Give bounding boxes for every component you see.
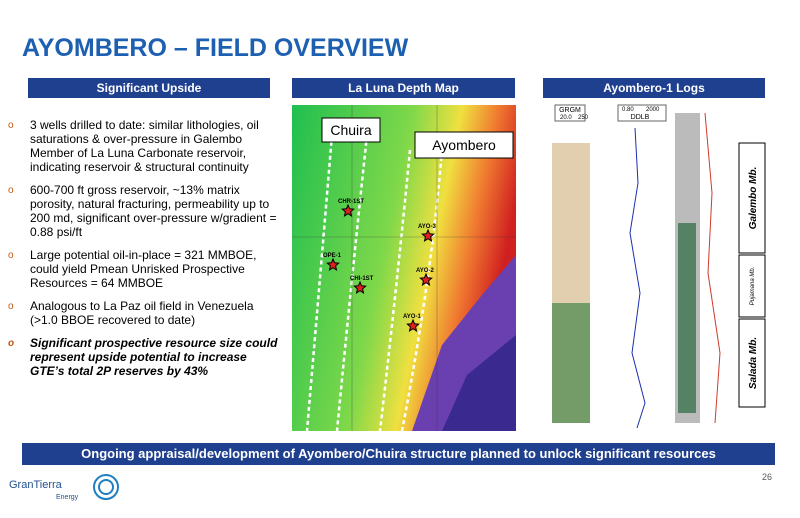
well-marker: [353, 280, 367, 294]
panel-heading: Significant Upside: [28, 78, 270, 98]
logo: GranTierra Energy: [9, 474, 119, 501]
well-label: AYO-3: [418, 224, 436, 230]
well-label: CHR-1ST: [338, 199, 364, 205]
log-label: GRGM: [559, 107, 581, 114]
log-label: 250: [578, 115, 589, 121]
member-label: Galembo Mb.: [748, 167, 759, 230]
slide-title: AYOMBERO – FIELD OVERVIEW: [22, 34, 409, 62]
bullet: Significant prospective resource size co…: [8, 336, 283, 378]
log-label: 0.80: [622, 107, 634, 113]
page-number: 26: [762, 472, 773, 482]
log-label: DDLB: [631, 114, 650, 121]
logo-text: GranTierra: [9, 479, 63, 491]
log-label: 20.0: [560, 115, 572, 121]
well-marker: [341, 203, 355, 217]
member-label: Pujamana Mb.: [750, 267, 756, 306]
well-marker: [419, 272, 433, 286]
bullet: Analogous to La Paz oil field in Venezue…: [8, 299, 283, 327]
well-marker: [326, 257, 340, 271]
panel-heading: La Luna Depth Map: [292, 78, 515, 98]
banner: Ongoing appraisal/development of Ayomber…: [22, 443, 775, 465]
bullet: 3 wells drilled to date: similar litholo…: [8, 118, 283, 174]
depth-map: Chuira Ayombero CHR-1ST OPE-1 CHI-1ST AYO-3…: [292, 105, 516, 431]
well-marker: [406, 318, 420, 332]
well-logs: GRGM 20.0 250 0.80 2000 DDLB Galembo Mb.…: [540, 103, 766, 431]
well-label: CHI-1ST: [350, 276, 374, 282]
well-label: AYO-1: [403, 314, 421, 320]
well-label: OPE-1: [323, 253, 342, 259]
well-marker: [421, 228, 435, 242]
bullet: 600-700 ft gross reservoir, ~13% matrix …: [8, 183, 283, 239]
log-label: 2000: [646, 107, 660, 113]
map-label: Chuira: [330, 122, 371, 138]
logo-text: Energy: [56, 494, 79, 501]
map-label: Ayombero: [432, 137, 496, 153]
bullet-list: 3 wells drilled to date: similar litholo…: [8, 118, 283, 387]
panel-heading: Ayombero-1 Logs: [543, 78, 765, 98]
well-label: AYO-2: [416, 268, 434, 274]
member-label: Salada Mb.: [748, 337, 759, 389]
bullet: Large potential oil-in-place = 321 MMBOE…: [8, 248, 283, 290]
